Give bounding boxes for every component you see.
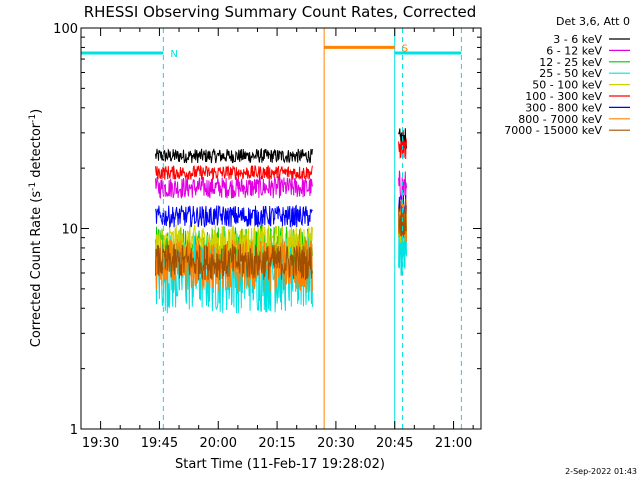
y-axis-label: Corrected Count Rate (s-1 detector-1) — [28, 109, 44, 347]
axes: 19:30 19:45 20:00 20:15 20:30 20:45 21:00 1 10 10… — [53, 22, 481, 451]
x-axis-label: Start Time (11-Feb-17 19:28:02) — [175, 457, 385, 472]
x-tick-label: 20:15 — [258, 436, 295, 451]
x-tick-label: 19:30 — [82, 436, 119, 451]
series-line — [155, 243, 313, 281]
x-tick-label: 19:45 — [141, 436, 178, 451]
series-line — [155, 232, 313, 314]
y-tick-label: 10 — [61, 223, 78, 238]
series-line — [155, 204, 313, 229]
flag-label: N — [170, 49, 177, 60]
series-line — [155, 175, 313, 200]
legend-label: 50 - 100 keV — [532, 79, 602, 92]
series-line — [155, 147, 313, 164]
y-tick-label: 100 — [53, 22, 78, 37]
legend-label: 25 - 50 keV — [539, 67, 602, 80]
legend-title: Det 3,6, Att 0 — [556, 15, 630, 28]
legend-label: 12 - 25 keV — [539, 56, 602, 69]
legend-label: 7000 - 15000 keV — [504, 124, 602, 137]
date-stamp: 2-Sep-2022 01:43 — [565, 467, 637, 476]
x-tick-label: 20:30 — [317, 436, 354, 451]
chart-title: RHESSI Observing Summary Count Rates, Co… — [84, 3, 477, 21]
series-line — [155, 164, 313, 181]
legend-label: 100 - 300 keV — [525, 90, 602, 103]
data-layer: NS — [81, 28, 462, 429]
legend-label: 800 - 7000 keV — [518, 113, 602, 126]
legend-label: 300 - 800 keV — [525, 101, 602, 114]
flag-label: S — [402, 43, 408, 54]
x-tick-label: 20:00 — [200, 436, 237, 451]
legend-label: 3 - 6 keV — [553, 33, 602, 46]
x-tick-label: 20:45 — [376, 436, 413, 451]
x-tick-label: 21:00 — [435, 436, 472, 451]
series-line — [398, 138, 407, 160]
legend-label: 6 - 12 keV — [546, 44, 602, 57]
y-tick-label: 1 — [70, 423, 78, 438]
